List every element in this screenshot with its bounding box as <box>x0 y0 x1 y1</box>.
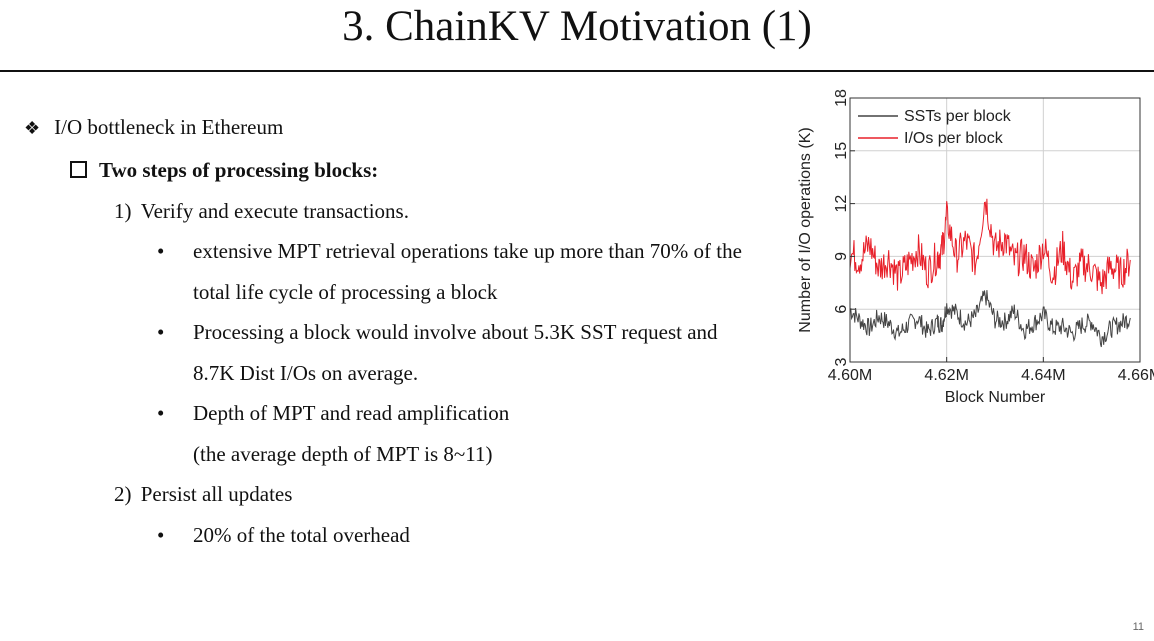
sub-bullet-two-steps: Two steps of processing blocks: <box>70 157 378 183</box>
series-line-ssts <box>849 290 1131 348</box>
list-item-text-cont: (the average depth of MPT is 8~11) <box>193 442 493 466</box>
list-item-text: extensive MPT retrieval operations take … <box>193 239 742 263</box>
x-tick-label: 4.60M <box>828 367 872 384</box>
page-number: 11 <box>1132 621 1144 633</box>
x-tick-label: 4.64M <box>1021 367 1065 384</box>
step-1: 1) Verify and execute transactions. <box>114 198 409 224</box>
sub-bullet-text: Two steps of processing blocks: <box>99 158 379 182</box>
list-item-text-cont: 8.7K Dist I/Os on average. <box>193 361 419 385</box>
list-item: • <box>157 400 164 426</box>
y-tick-label: 9 <box>833 252 850 261</box>
list-item-text: Depth of MPT and read amplification <box>193 401 510 425</box>
plot-frame <box>849 97 1141 363</box>
step-1-text: Verify and execute transactions. <box>140 199 409 223</box>
list-item: • <box>157 238 164 264</box>
step-2-number: 2) <box>114 482 132 506</box>
list-item-text: Processing a block would involve about 5… <box>193 320 718 344</box>
y-axis-label: Number of I/O operations (K) <box>797 127 814 332</box>
y-tick-label: 18 <box>833 89 850 107</box>
step-2-text: Persist all updates <box>140 482 293 506</box>
bullet-dot-icon: • <box>157 523 165 547</box>
title-divider <box>0 70 1154 72</box>
x-tick-label: 4.66M <box>1118 367 1154 384</box>
y-tick-label: 3 <box>833 357 850 366</box>
bullet-text: I/O bottleneck in Ethereum <box>54 115 284 139</box>
y-tick-label: 15 <box>833 142 850 160</box>
step-1-number: 1) <box>114 199 132 223</box>
bullet-dot-icon: • <box>157 401 165 425</box>
diamond-bullet-icon: ❖ <box>24 118 41 138</box>
list-item-text: 20% of the total overhead <box>193 523 410 547</box>
checkbox-bullet-icon <box>70 161 87 178</box>
series-line-ios <box>849 198 1131 295</box>
list-item-text-cont: total life cycle of processing a block <box>193 280 498 304</box>
step-2: 2) Persist all updates <box>114 481 292 507</box>
list-item: • <box>157 522 164 548</box>
y-tick-label: 12 <box>833 195 850 213</box>
bullet-io-bottleneck: ❖ I/O bottleneck in Ethereum <box>24 114 283 141</box>
slide-title: 3. ChainKV Motivation (1) <box>342 3 812 50</box>
x-axis-label: Block Number <box>945 389 1046 406</box>
legend-entry: SSTs per block <box>904 108 1012 125</box>
x-tick-label: 4.62M <box>924 367 968 384</box>
legend-entry: I/Os per block <box>904 130 1004 147</box>
list-item: • <box>157 319 164 345</box>
bullet-dot-icon: • <box>157 320 165 344</box>
y-tick-label: 6 <box>833 305 850 314</box>
io-operations-chart: 3 6 9 12 15 18 4.60M 4.62M 4.64M 4.66M Block Numb… <box>797 89 1154 406</box>
bullet-dot-icon: • <box>157 239 165 263</box>
